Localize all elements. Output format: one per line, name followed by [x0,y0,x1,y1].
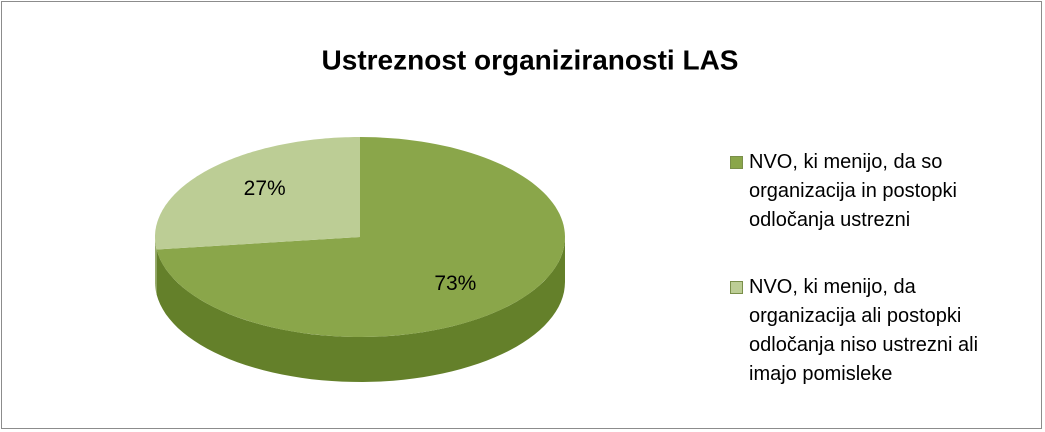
legend-label: NVO, ki menijo, da organizacija ali post… [749,276,979,385]
legend-swatch [730,156,743,169]
legend-swatch [730,281,743,294]
slice-label: 73% [434,272,476,295]
legend-label: NVO, ki menijo, da so organizacija in po… [749,151,957,231]
legend-item: NVO, ki menijo, da organizacija ali post… [730,273,1020,389]
legend: NVO, ki menijo, da so organizacija in po… [730,148,1020,427]
slice-label: 27% [244,177,286,200]
chart-title: Ustreznost organiziranosti LAS [322,44,739,75]
slice [156,137,565,337]
slice [155,137,360,250]
slice-side [156,237,565,382]
slice-side [155,237,157,295]
legend-item: NVO, ki menijo, da so organizacija in po… [730,148,1020,235]
